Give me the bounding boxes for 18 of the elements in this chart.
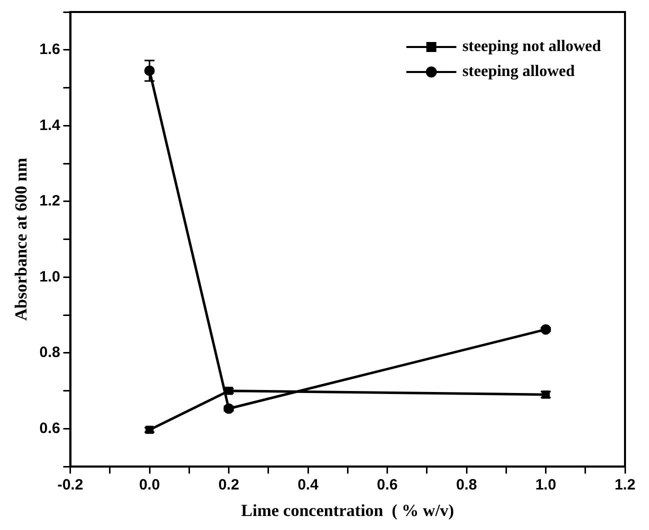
- x-tick-label: 0.8: [456, 476, 477, 494]
- x-tick-label: 1.2: [614, 476, 636, 494]
- y-tick-label: 1.0: [39, 268, 60, 286]
- x-tick-label: 0.0: [139, 476, 160, 494]
- x-tick-label: 0.6: [376, 476, 398, 494]
- y-tick-label: 0.6: [39, 420, 60, 437]
- x-tick-label: 0.4: [298, 476, 320, 494]
- y-tick-label: 1.4: [39, 116, 61, 134]
- x-axis-title: Lime concentration ( % w/v): [241, 501, 454, 520]
- x-tick-label: 0.2: [218, 476, 240, 494]
- y-tick-label: 0.8: [39, 344, 60, 362]
- legend-label: steeping allowed: [462, 63, 575, 80]
- y-tick-label: 1.6: [39, 41, 60, 58]
- y-axis-title: Absorbance at 600 nm: [12, 158, 31, 321]
- y-tick-label: 1.2: [39, 192, 60, 210]
- x-tick-label: 1.0: [535, 476, 556, 494]
- x-tick-label: -0.2: [57, 476, 84, 494]
- legend-label: steeping not allowed: [462, 38, 602, 56]
